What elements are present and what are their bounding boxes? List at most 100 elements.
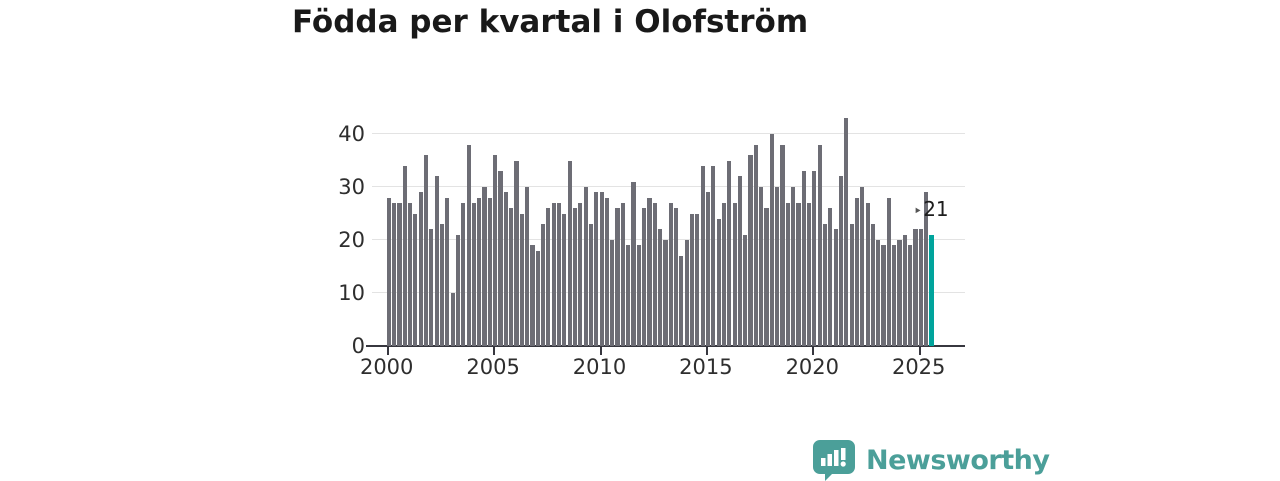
bar-2023-q2: [881, 245, 886, 346]
bar-2001-q4: [423, 155, 429, 346]
bar-2011-q4: [636, 245, 641, 346]
bar-2023-q3: [886, 197, 891, 346]
bar-2025-q2: [924, 192, 929, 346]
bar-2021-q4: [849, 224, 854, 346]
bar-2004-q3: [482, 187, 487, 346]
bar-2006-q4: [530, 245, 535, 346]
bar-2016-q1: [727, 160, 732, 346]
bar-2025-q1: [918, 229, 923, 346]
x-tick-label-2005: 2005: [466, 355, 520, 379]
bar-2018-q3: [780, 144, 785, 346]
bar-2022-q1: [854, 197, 860, 346]
bar-2020-q2: [817, 144, 822, 346]
y-tick-label-40: 40: [338, 122, 365, 146]
bar-2015-q2: [711, 165, 716, 346]
bar-2008-q1: [556, 202, 562, 346]
bar-chart-plot-area: 2000 2005 2010 2015 2020 2025 0 10 20 30 40 ‣21: [338, 108, 965, 379]
bar-2004-q2: [477, 197, 482, 346]
bar-2002-q1: [429, 229, 434, 346]
bar-2001-q3: [418, 192, 423, 346]
bar-2019-q3: [801, 171, 806, 346]
bar-2019-q2: [796, 202, 801, 346]
bar-2023-q1: [876, 240, 881, 346]
bar-2012-q1: [642, 208, 647, 346]
bar-2021-q1: [833, 229, 838, 346]
bar-2014-q4: [700, 165, 705, 346]
bar-2020-q4: [828, 208, 833, 346]
x-tick-2020: [812, 347, 815, 355]
y-tick-label-10: 10: [338, 281, 365, 305]
x-tick-2000: [386, 347, 389, 355]
bar-2011-q3: [631, 181, 636, 346]
bar-2015-q3: [716, 218, 721, 346]
bar-2002-q4: [445, 197, 450, 346]
bar-2013-q3: [673, 208, 679, 346]
bar-2008-q4: [572, 208, 578, 346]
bar-2006-q3: [525, 187, 530, 346]
bar-chart-speech-bubble-icon: [813, 440, 855, 481]
x-tick-label-2010: 2010: [572, 355, 627, 379]
x-axis-line: [366, 345, 965, 347]
bar-2014-q1: [684, 240, 689, 346]
page-title: Födda per kvartal i Olofström: [292, 4, 809, 40]
bar-2012-q3: [652, 202, 657, 346]
bar-2007-q1: [535, 250, 540, 346]
bar-2021-q2: [838, 176, 844, 346]
x-tick-2025: [918, 347, 921, 355]
bar-2010-q3: [610, 240, 615, 346]
bar-2003-q3: [461, 202, 466, 346]
bar-2025-q3: [929, 234, 934, 346]
bar-2017-q4: [764, 208, 769, 346]
bar-2000-q1: [386, 197, 391, 346]
annotation-value: 21: [923, 196, 949, 221]
bar-2007-q3: [546, 208, 551, 346]
x-tick-label-2015: 2015: [679, 355, 733, 379]
bar-2016-q4: [743, 234, 748, 346]
bar-2009-q1: [578, 202, 583, 346]
bar-2010-q1: [599, 192, 604, 346]
bar-2018-q1: [769, 134, 774, 346]
bar-2003-q4: [466, 144, 471, 346]
bar-2013-q2: [668, 202, 673, 346]
bar-2017-q1: [748, 155, 753, 346]
bar-2022-q3: [865, 202, 870, 346]
annotation-arrow-icon: ‣: [913, 201, 923, 220]
x-tick-2005: [493, 347, 496, 355]
bar-2005-q3: [503, 192, 508, 346]
bar-2000-q4: [402, 165, 407, 346]
bar-2000-q3: [397, 202, 402, 346]
bar-2024-q3: [908, 245, 913, 346]
x-tick-2010: [599, 347, 602, 355]
bar-2013-q4: [679, 255, 684, 346]
bar-2017-q3: [759, 187, 764, 346]
bar-2008-q3: [567, 160, 572, 346]
bar-2018-q2: [775, 187, 780, 346]
bar-2022-q2: [860, 187, 865, 346]
bar-2005-q2: [498, 171, 503, 346]
bar-2006-q2: [519, 213, 524, 346]
bar-2002-q2: [434, 176, 439, 346]
bar-2008-q2: [562, 213, 567, 346]
bar-2020-q1: [812, 171, 817, 346]
bar-2010-q4: [615, 208, 620, 346]
bar-2006-q1: [514, 160, 519, 346]
bar-2007-q2: [540, 224, 546, 346]
bar-2004-q4: [487, 197, 492, 346]
newsworthy-logo: Newsworthy: [812, 440, 1050, 481]
latest-value-annotation: ‣21: [913, 197, 948, 221]
bar-2015-q4: [721, 202, 727, 346]
bar-2014-q2: [689, 213, 695, 346]
gridline-y-40: [372, 133, 965, 134]
bar-2010-q2: [604, 197, 609, 346]
x-tick-2015: [705, 347, 708, 355]
bar-2009-q2: [583, 187, 588, 346]
bar-2024-q4: [913, 229, 918, 346]
y-tick-label-20: 20: [338, 228, 365, 252]
bar-2015-q1: [705, 192, 711, 346]
bar-2018-q4: [785, 202, 790, 346]
bar-2013-q1: [663, 240, 668, 346]
bar-2002-q3: [439, 224, 445, 346]
bar-2024-q1: [897, 240, 902, 346]
bar-2001-q1: [407, 202, 413, 346]
bar-2017-q2: [753, 144, 758, 346]
